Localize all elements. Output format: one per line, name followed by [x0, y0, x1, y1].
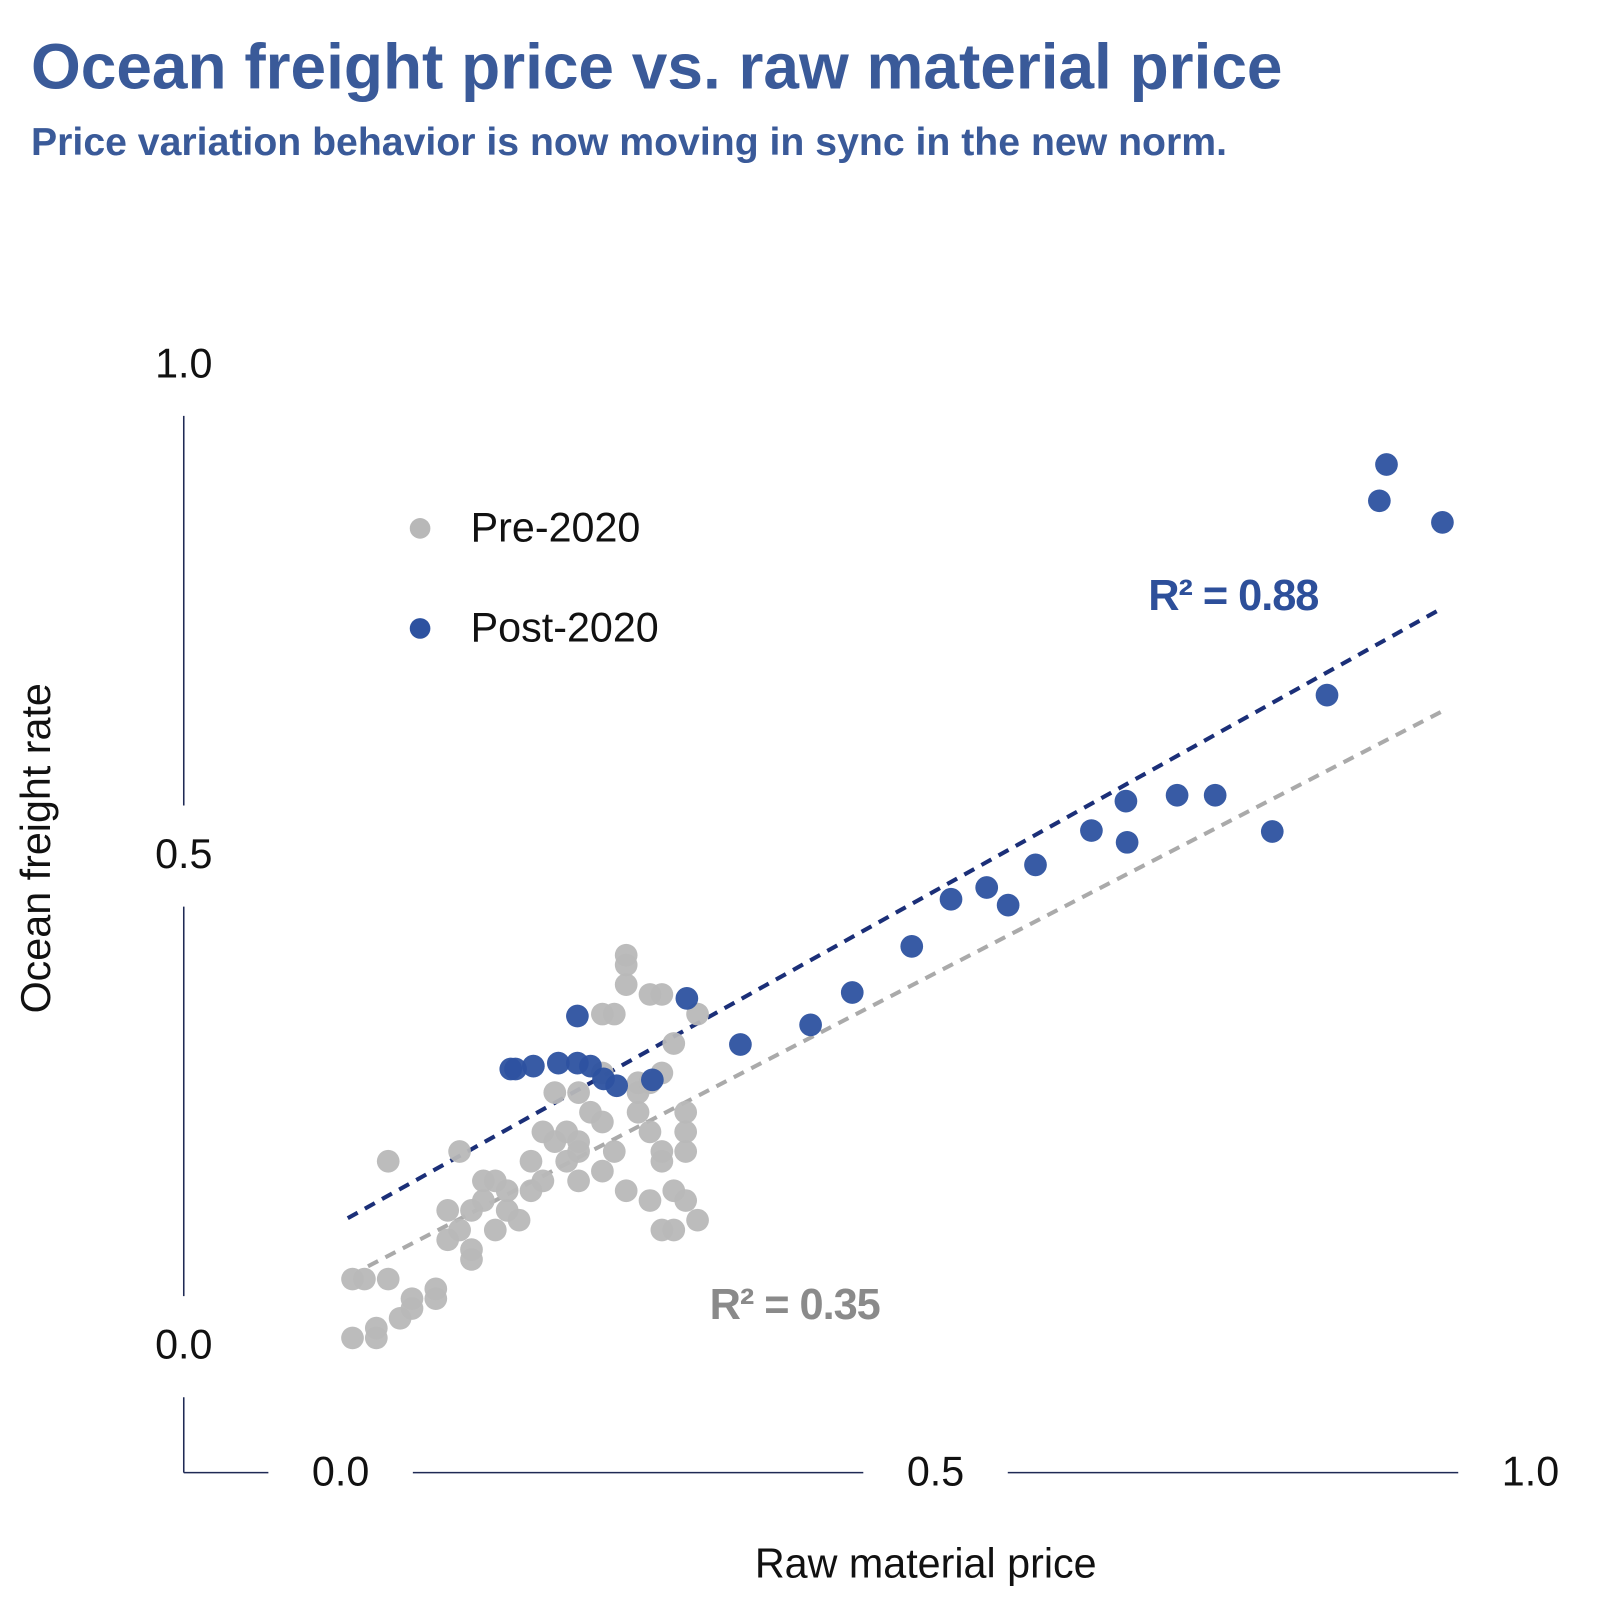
data-point [674, 1100, 698, 1124]
data-point [483, 1218, 507, 1242]
data-point [460, 1238, 483, 1261]
data-point [567, 1081, 590, 1104]
data-point [674, 1140, 698, 1163]
data-point [400, 1287, 424, 1311]
data-point [614, 1179, 638, 1203]
data-point [1114, 789, 1138, 813]
data-point [1315, 683, 1339, 707]
data-point [674, 1189, 698, 1212]
data-point [1115, 830, 1139, 854]
data-point [376, 1149, 400, 1173]
data-point [1024, 853, 1047, 877]
data-point [605, 1074, 629, 1098]
data-point [519, 1149, 543, 1173]
data-point [567, 1130, 590, 1154]
data-point [641, 1068, 664, 1092]
data-point [638, 1120, 662, 1144]
data-point [376, 1267, 400, 1291]
data-point [939, 887, 963, 911]
legend-label: Pre-2020 [471, 504, 641, 550]
data-point [448, 1218, 471, 1242]
data-point [531, 1169, 555, 1193]
chart-title: Ocean freight price vs. raw material pri… [31, 31, 1282, 103]
data-point [364, 1326, 388, 1350]
data-point [975, 876, 999, 899]
data-point [1260, 820, 1284, 843]
data-point [1165, 783, 1189, 807]
chart-subtitle: Price variation behavior is now moving i… [31, 121, 1227, 164]
data-point [729, 1033, 752, 1056]
x-tick-label: 0.0 [312, 1449, 369, 1495]
data-point [996, 893, 1020, 917]
data-point [341, 1326, 364, 1350]
data-point [436, 1199, 460, 1222]
data-point [495, 1179, 519, 1203]
data-point [353, 1267, 376, 1291]
data-point [547, 1051, 570, 1075]
x-tick-label: 1.0 [1502, 1449, 1559, 1495]
data-point [472, 1189, 495, 1212]
legend-label: Post-2020 [471, 604, 659, 650]
data-point [602, 1140, 626, 1163]
data-point [448, 1140, 471, 1163]
data-point [840, 981, 864, 1004]
r-squared-annotation: R² = 0.35 [710, 1281, 880, 1329]
data-point [799, 1013, 822, 1037]
data-point [591, 1159, 614, 1183]
data-point [591, 1110, 614, 1134]
data-point [504, 1057, 527, 1081]
r-squared-annotation: R² = 0.88 [1148, 572, 1318, 620]
data-point [1431, 511, 1454, 534]
data-point [602, 1002, 626, 1026]
y-axis-label: Ocean freight rate [13, 683, 59, 1013]
data-point [662, 1032, 686, 1055]
data-point [638, 1189, 662, 1212]
y-tick-label: 0.5 [155, 831, 212, 877]
data-point [522, 1054, 545, 1078]
trend-line [346, 608, 1439, 1221]
data-point [543, 1081, 567, 1104]
x-tick-label: 0.5 [907, 1449, 964, 1495]
data-point [650, 983, 674, 1006]
data-point [614, 973, 638, 996]
data-point [650, 1218, 674, 1242]
data-point [1375, 453, 1398, 476]
legend-marker [409, 518, 431, 539]
data-point [424, 1277, 448, 1301]
y-tick-label: 0.0 [155, 1322, 212, 1368]
data-point [675, 987, 699, 1010]
legend-marker [409, 618, 431, 639]
data-point [1080, 819, 1103, 842]
data-point [507, 1208, 531, 1232]
data-point [567, 1169, 590, 1193]
data-point [674, 1120, 698, 1144]
x-axis-label: Raw material price [755, 1540, 1097, 1586]
data-point [1368, 489, 1391, 513]
y-tick-label: 1.0 [155, 340, 212, 386]
data-point [614, 943, 638, 967]
data-point [1203, 783, 1227, 807]
data-point [566, 1004, 589, 1028]
data-point [650, 1140, 674, 1163]
data-point [686, 1208, 709, 1232]
data-point [900, 935, 924, 958]
data-point [626, 1100, 650, 1124]
